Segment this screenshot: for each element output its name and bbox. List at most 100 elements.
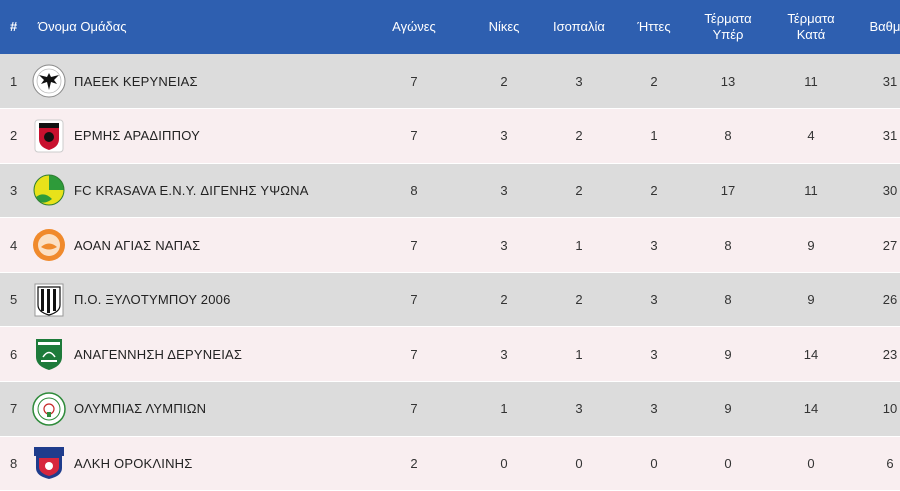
goals-for-cell: 17 xyxy=(688,163,768,219)
team-cell[interactable]: FC KRASAVA E.N.Y. ΔΙΓΕΝΗΣ ΥΨΩΝΑ xyxy=(32,163,358,219)
points-cell: 10 xyxy=(854,381,900,437)
draws-cell: 2 xyxy=(538,163,620,219)
goals-against-cell: 11 xyxy=(768,163,854,219)
team-cell[interactable]: Π.Ο. ΞΥΛΟΤΥΜΠΟΥ 2006 xyxy=(32,272,358,328)
header-goals-for-line1: Τέρματα xyxy=(704,11,752,26)
red-shield-icon xyxy=(32,119,66,153)
points-cell: 23 xyxy=(854,326,900,383)
draws-cell: 2 xyxy=(538,272,620,328)
header-points[interactable]: Βαθμοί xyxy=(869,19,900,34)
team-name[interactable]: ΕΡΜΗΣ ΑΡΑΔΙΠΠΟΥ xyxy=(74,128,200,144)
yellow-green-ball-icon xyxy=(32,173,66,207)
position-cell: 4 xyxy=(0,217,32,273)
header-goals-for[interactable]: Τέρματα Υπέρ xyxy=(688,0,768,54)
team-cell[interactable]: ΑΝΑΓΕΝΝΗΣΗ ΔΕΡΥΝΕΙΑΣ xyxy=(32,326,358,383)
goals-against-cell: 11 xyxy=(768,54,854,110)
position-cell: 2 xyxy=(0,108,32,164)
table-row: 5 Π.Ο. ΞΥΛΟΤΥΜΠΟΥ 2006 7 xyxy=(0,272,900,328)
green-shield-icon xyxy=(32,337,66,371)
eagle-crest-icon xyxy=(32,64,66,98)
goals-against-cell: 9 xyxy=(768,217,854,273)
table-row: 4 ΑΟΑΝ ΑΓΙΑΣ ΝΑΠΑΣ 7 3 1 3 8 xyxy=(0,217,900,273)
goals-for-cell: 9 xyxy=(688,326,768,383)
goals-for-cell: 13 xyxy=(688,54,768,110)
goals-against-cell: 9 xyxy=(768,272,854,328)
losses-cell: 1 xyxy=(620,108,688,164)
losses-cell: 3 xyxy=(620,381,688,437)
team-name[interactable]: ΟΛΥΜΠΙΑΣ ΛΥΜΠΙΩΝ xyxy=(74,401,207,417)
table-row: 3 FC KRASAVA E.N.Y. ΔΙΓΕΝΗΣ ΥΨΩΝΑ 8 3 xyxy=(0,163,900,219)
header-draws[interactable]: Ισοπαλία xyxy=(553,19,605,34)
position-cell: 3 xyxy=(0,163,32,219)
goals-for-cell: 9 xyxy=(688,381,768,437)
wins-cell: 1 xyxy=(470,381,538,437)
team-cell[interactable]: ΟΛΥΜΠΙΑΣ ΛΥΜΠΙΩΝ xyxy=(32,381,358,437)
wins-cell: 2 xyxy=(470,272,538,328)
losses-cell: 3 xyxy=(620,217,688,273)
table-row: 7 ΟΛΥΜΠΙΑΣ ΛΥΜΠΙΩΝ 7 1 3 3 xyxy=(0,381,900,437)
draws-cell: 2 xyxy=(538,108,620,164)
played-cell: 7 xyxy=(358,326,470,383)
points-cell: 31 xyxy=(854,108,900,164)
goals-against-cell: 0 xyxy=(768,436,854,491)
played-cell: 7 xyxy=(358,272,470,328)
goals-against-cell: 4 xyxy=(768,108,854,164)
position-cell: 7 xyxy=(0,381,32,437)
table-row: 6 ΑΝΑΓΕΝΝΗΣΗ ΔΕΡΥΝΕΙΑΣ 7 3 1 xyxy=(0,326,900,383)
green-ring-crest-icon xyxy=(32,392,66,426)
wins-cell: 3 xyxy=(470,326,538,383)
header-goals-against-line1: Τέρματα xyxy=(787,11,835,26)
header-losses[interactable]: Ήττες xyxy=(637,19,671,34)
played-cell: 7 xyxy=(358,381,470,437)
header-position[interactable]: # xyxy=(10,19,18,34)
draws-cell: 1 xyxy=(538,217,620,273)
goals-against-cell: 14 xyxy=(768,326,854,383)
wins-cell: 3 xyxy=(470,217,538,273)
team-name[interactable]: ΑΝΑΓΕΝΝΗΣΗ ΔΕΡΥΝΕΙΑΣ xyxy=(74,346,243,362)
header-team-name[interactable]: Όνομα Ομάδας xyxy=(38,19,127,34)
header-goals-for-line2: Υπέρ xyxy=(712,27,744,42)
points-cell: 26 xyxy=(854,272,900,328)
team-name[interactable]: ΑΛΚΗ ΟΡΟΚΛΙΝΗΣ xyxy=(74,455,193,471)
draws-cell: 1 xyxy=(538,326,620,383)
orange-round-crest-icon xyxy=(32,228,66,262)
striped-shield-icon xyxy=(32,283,66,317)
goals-against-cell: 14 xyxy=(768,381,854,437)
team-name[interactable]: FC KRASAVA E.N.Y. ΔΙΓΕΝΗΣ ΥΨΩΝΑ xyxy=(74,182,309,198)
team-cell[interactable]: ΑΟΑΝ ΑΓΙΑΣ ΝΑΠΑΣ xyxy=(32,217,358,273)
wins-cell: 3 xyxy=(470,163,538,219)
team-cell[interactable]: ΠΑΕΕΚ ΚΕΡΥΝΕΙΑΣ xyxy=(32,54,358,110)
wins-cell: 3 xyxy=(470,108,538,164)
goals-for-cell: 0 xyxy=(688,436,768,491)
points-cell: 6 xyxy=(854,436,900,491)
header-wins[interactable]: Νίκες xyxy=(488,19,520,34)
team-name[interactable]: ΠΑΕΕΚ ΚΕΡΥΝΕΙΑΣ xyxy=(74,73,198,89)
goals-for-cell: 8 xyxy=(688,108,768,164)
table-header-row: # Όνομα Ομάδας Αγώνες Νίκες Ισοπαλία Ήττ… xyxy=(0,0,900,54)
losses-cell: 0 xyxy=(620,436,688,491)
points-cell: 27 xyxy=(854,217,900,273)
team-cell[interactable]: ΕΡΜΗΣ ΑΡΑΔΙΠΠΟΥ xyxy=(32,108,358,164)
team-name[interactable]: Π.Ο. ΞΥΛΟΤΥΜΠΟΥ 2006 xyxy=(74,292,231,308)
draws-cell: 0 xyxy=(538,436,620,491)
team-name[interactable]: ΑΟΑΝ ΑΓΙΑΣ ΝΑΠΑΣ xyxy=(74,237,201,253)
draws-cell: 3 xyxy=(538,54,620,110)
alki-crest-icon xyxy=(32,446,66,480)
losses-cell: 3 xyxy=(620,272,688,328)
table-row: 8 ΑΛΚΗ ΟΡΟΚΛΙΝΗΣ 2 0 0 0 xyxy=(0,436,900,491)
position-cell: 1 xyxy=(0,54,32,110)
draws-cell: 3 xyxy=(538,381,620,437)
header-played[interactable]: Αγώνες xyxy=(392,19,436,34)
played-cell: 7 xyxy=(358,108,470,164)
losses-cell: 2 xyxy=(620,54,688,110)
team-cell[interactable]: ΑΛΚΗ ΟΡΟΚΛΙΝΗΣ xyxy=(32,436,358,491)
header-goals-against[interactable]: Τέρματα Κατά xyxy=(768,0,854,54)
played-cell: 8 xyxy=(358,163,470,219)
table-row: 2 ΕΡΜΗΣ ΑΡΑΔΙΠΠΟΥ 7 3 2 1 xyxy=(0,108,900,164)
points-cell: 31 xyxy=(854,54,900,110)
points-cell: 30 xyxy=(854,163,900,219)
position-cell: 8 xyxy=(0,436,32,491)
played-cell: 7 xyxy=(358,54,470,110)
goals-for-cell: 8 xyxy=(688,272,768,328)
